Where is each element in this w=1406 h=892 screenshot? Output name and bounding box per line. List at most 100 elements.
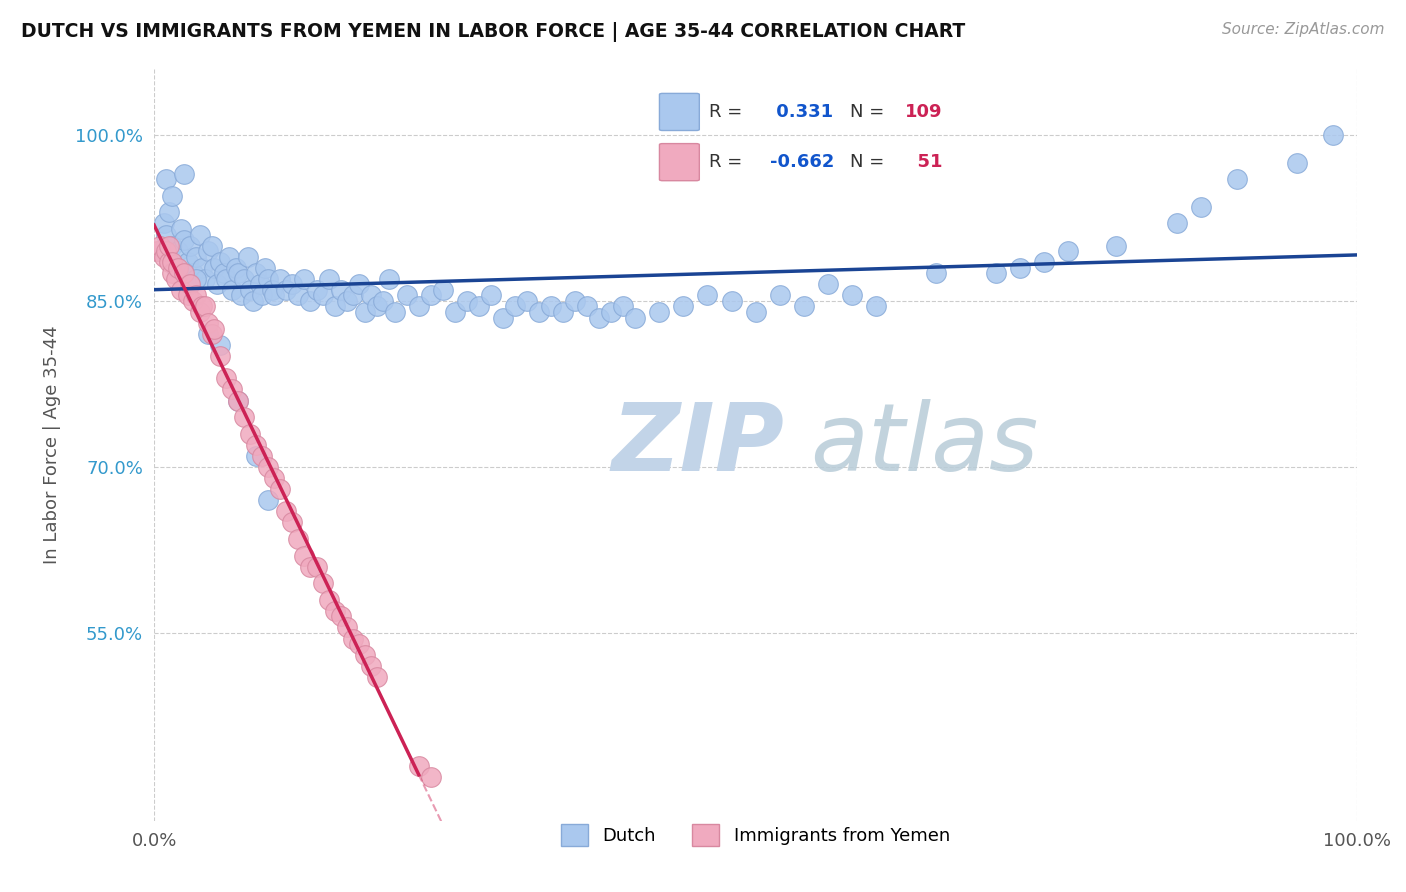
Point — [1166, 217, 1188, 231]
Text: Source: ZipAtlas.com: Source: ZipAtlas.com — [1222, 22, 1385, 37]
Point — [160, 266, 183, 280]
Point — [336, 293, 359, 308]
Point — [152, 217, 174, 231]
Point — [252, 449, 274, 463]
Point — [155, 172, 177, 186]
Point — [152, 250, 174, 264]
Point — [173, 233, 195, 247]
Point — [263, 471, 285, 485]
Point — [160, 255, 183, 269]
Point — [276, 283, 298, 297]
Point — [323, 300, 346, 314]
Point — [1285, 155, 1308, 169]
Point — [257, 493, 280, 508]
Point — [305, 283, 328, 297]
Point — [242, 293, 264, 308]
Point — [479, 288, 502, 302]
Point — [194, 300, 217, 314]
Point — [294, 549, 316, 563]
Point — [1189, 200, 1212, 214]
Point — [221, 383, 243, 397]
Point — [865, 300, 887, 314]
Point — [342, 632, 364, 646]
Point — [456, 293, 478, 308]
Point — [366, 670, 388, 684]
Point — [648, 305, 671, 319]
Point — [342, 288, 364, 302]
Y-axis label: In Labor Force | Age 35-44: In Labor Force | Age 35-44 — [44, 326, 60, 564]
Point — [229, 288, 252, 302]
Point — [212, 266, 235, 280]
Text: atlas: atlas — [810, 400, 1038, 491]
Point — [201, 238, 224, 252]
Point — [197, 316, 219, 330]
Point — [191, 300, 214, 314]
Point — [188, 227, 211, 242]
Point — [564, 293, 586, 308]
Point — [205, 277, 228, 292]
Point — [233, 272, 256, 286]
Point — [371, 293, 394, 308]
Point — [1057, 244, 1080, 259]
Point — [294, 272, 316, 286]
Point — [377, 272, 399, 286]
Point — [202, 321, 225, 335]
Point — [169, 222, 191, 236]
Point — [540, 300, 562, 314]
Point — [228, 393, 250, 408]
Point — [157, 205, 180, 219]
Point — [329, 609, 352, 624]
Point — [253, 260, 276, 275]
Point — [468, 300, 491, 314]
Point — [215, 272, 238, 286]
Point — [744, 305, 766, 319]
Point — [1010, 260, 1032, 275]
Legend: Dutch, Immigrants from Yemen: Dutch, Immigrants from Yemen — [554, 817, 957, 854]
Point — [384, 305, 406, 319]
Point — [236, 250, 259, 264]
Point — [720, 293, 742, 308]
Point — [186, 288, 208, 302]
Point — [408, 300, 430, 314]
Point — [221, 283, 243, 297]
Point — [984, 266, 1007, 280]
Point — [353, 305, 375, 319]
Point — [318, 592, 340, 607]
Point — [165, 260, 187, 275]
Point — [157, 238, 180, 252]
Point — [419, 288, 441, 302]
Point — [186, 272, 208, 286]
Point — [516, 293, 538, 308]
Point — [249, 277, 271, 292]
Point — [287, 288, 309, 302]
Point — [527, 305, 550, 319]
Point — [925, 266, 948, 280]
Point — [169, 283, 191, 297]
Point — [228, 393, 250, 408]
Point — [443, 305, 465, 319]
Point — [173, 266, 195, 280]
Point — [157, 255, 180, 269]
Point — [360, 659, 382, 673]
Point — [149, 244, 172, 259]
Point — [768, 288, 790, 302]
Point — [179, 277, 201, 292]
Point — [299, 559, 322, 574]
Point — [257, 459, 280, 474]
Point — [323, 604, 346, 618]
Point — [186, 250, 208, 264]
Point — [209, 338, 232, 352]
Point — [432, 283, 454, 297]
Point — [551, 305, 574, 319]
Point — [177, 255, 200, 269]
Point — [612, 300, 634, 314]
Point — [576, 300, 599, 314]
Point — [696, 288, 718, 302]
Point — [160, 189, 183, 203]
Text: ZIP: ZIP — [612, 399, 785, 491]
Point — [269, 272, 291, 286]
Point — [194, 272, 217, 286]
Point — [179, 238, 201, 252]
Point — [201, 327, 224, 342]
Point — [252, 288, 274, 302]
